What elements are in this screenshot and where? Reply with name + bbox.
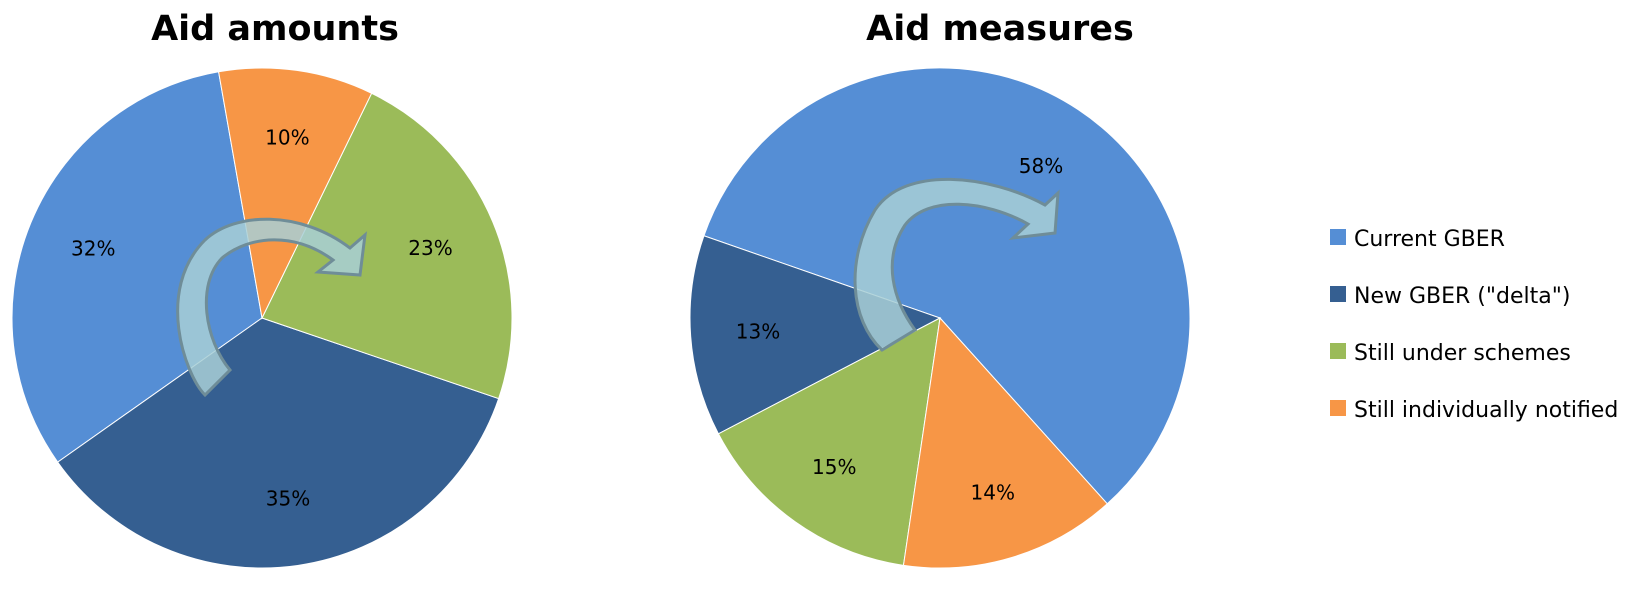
chart-title-aid-amounts: Aid amounts bbox=[151, 9, 399, 49]
legend-swatch-new-gber bbox=[1330, 286, 1346, 302]
legend-item-still-individually-notified: Still individually notified bbox=[1330, 398, 1618, 423]
pie-slice-new-gber-delta bbox=[57, 317, 500, 569]
legend-label-still-under-schemes: Still under schemes bbox=[1354, 341, 1571, 366]
pie-chart-aid-amounts: Aid amounts 32% 35% 23% 10% bbox=[11, 9, 513, 569]
legend-label-current-gber: Current GBER bbox=[1354, 227, 1505, 252]
legend-label-new-gber: New GBER ("delta") bbox=[1354, 284, 1570, 309]
data-label-still-individually-notified: 14% bbox=[971, 481, 1015, 505]
pie1-slices: 58% 13% 15% 14% bbox=[689, 67, 1191, 569]
data-label-still-individually-notified: 10% bbox=[265, 125, 309, 149]
legend: Current GBER New GBER ("delta") Still un… bbox=[1330, 227, 1618, 423]
pie0-slices: 32% 35% 23% 10% bbox=[11, 67, 513, 569]
data-label-still-under-schemes: 15% bbox=[812, 455, 856, 479]
legend-swatch-current-gber bbox=[1330, 229, 1346, 245]
data-label-still-under-schemes: 23% bbox=[408, 236, 452, 260]
pie-slice-still-individually-notified bbox=[218, 67, 373, 320]
pie-slice-new-gber-delta bbox=[689, 235, 942, 435]
data-label-current-gber: 58% bbox=[1019, 154, 1063, 178]
data-label-new-gber-delta: 13% bbox=[736, 319, 780, 343]
legend-item-still-under-schemes: Still under schemes bbox=[1330, 341, 1571, 366]
legend-label-still-individually-notified: Still individually notified bbox=[1354, 398, 1618, 423]
curved-arrow-icon bbox=[853, 177, 1060, 352]
pie-slice-still-under-schemes bbox=[717, 317, 941, 566]
pie-slice-current-gber bbox=[703, 67, 1191, 505]
legend-swatch-still-under-schemes bbox=[1330, 343, 1346, 359]
curved-arrow-icon bbox=[176, 217, 367, 398]
legend-swatch-still-individually-notified bbox=[1330, 400, 1346, 416]
data-label-current-gber: 32% bbox=[71, 236, 115, 260]
legend-item-new-gber: New GBER ("delta") bbox=[1330, 284, 1570, 309]
pie-chart-aid-measures: Aid measures 58% 13% 15% 14% bbox=[689, 9, 1191, 569]
pie-slice-still-individually-notified bbox=[902, 316, 1108, 569]
legend-item-current-gber: Current GBER bbox=[1330, 227, 1505, 252]
pie-slice-current-gber bbox=[11, 71, 263, 463]
data-label-new-gber-delta: 35% bbox=[266, 487, 310, 511]
pie-slice-still-under-schemes bbox=[261, 92, 513, 400]
chart-title-aid-measures: Aid measures bbox=[866, 9, 1134, 49]
